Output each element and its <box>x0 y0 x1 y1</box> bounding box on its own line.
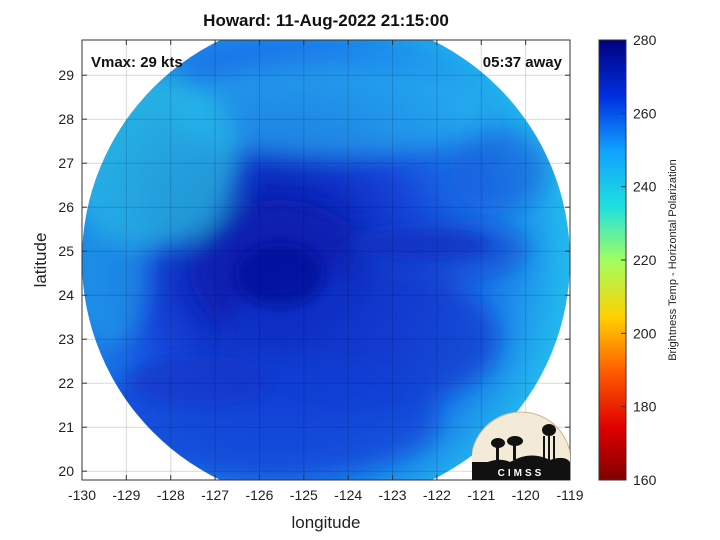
colorbar-tick-label: 160 <box>633 472 657 488</box>
y-tick-label: 26 <box>58 199 74 215</box>
y-tick-label: 20 <box>58 463 74 479</box>
colorbar-label: Brightness Temp - Horizontal Polarizatio… <box>667 159 679 361</box>
colorbar-ticks: 160 180 200 220 240 260 280 <box>621 32 657 488</box>
colorbar-tick-label: 200 <box>633 325 657 341</box>
x-tick-label: -124 <box>334 487 362 503</box>
axis-ticks: -130 -129 -128 -127 -126 -125 -124 -123 -122 -121… <box>58 40 584 503</box>
map-title: Howard: 11-Aug-2022 21:15:00 <box>203 11 449 30</box>
colorbar-tick-label: 220 <box>633 252 657 268</box>
colorbar-tick-label: 240 <box>633 179 657 195</box>
y-tick-label: 27 <box>58 155 74 171</box>
x-tick-label: -130 <box>68 487 96 503</box>
cimss-logo-text: CIMSS <box>498 468 545 479</box>
colorbar-tick-label: 180 <box>633 399 657 415</box>
y-tick-label: 24 <box>58 287 74 303</box>
x-tick-label: -127 <box>201 487 229 503</box>
time-offset-label: 05:37 away <box>483 54 563 71</box>
colorbar-tick-label: 260 <box>633 105 657 121</box>
x-tick-label: -119 <box>557 487 584 503</box>
brightness-temp-swath <box>82 40 570 480</box>
y-tick-label: 29 <box>58 67 74 83</box>
x-tick-label: -129 <box>112 487 140 503</box>
x-tick-label: -123 <box>379 487 407 503</box>
y-tick-label: 22 <box>58 375 74 391</box>
x-tick-label: -126 <box>245 487 273 503</box>
vmax-label: Vmax: 29 kts <box>91 54 183 71</box>
y-tick-label: 23 <box>58 331 74 347</box>
x-tick-label: -125 <box>290 487 318 503</box>
y-axis-label: latitude <box>31 233 50 288</box>
y-tick-label: 25 <box>58 243 74 259</box>
cimss-logo: CIMSS <box>472 411 570 480</box>
y-tick-label: 28 <box>58 111 74 127</box>
x-tick-label: -121 <box>467 487 495 503</box>
x-tick-label: -120 <box>512 487 540 503</box>
x-tick-label: -122 <box>423 487 451 503</box>
y-tick-label: 21 <box>58 419 74 435</box>
x-tick-label: -128 <box>157 487 185 503</box>
x-axis-label: longitude <box>291 513 360 532</box>
colorbar-tick-label: 280 <box>633 32 657 48</box>
axes-frame <box>81 39 571 481</box>
